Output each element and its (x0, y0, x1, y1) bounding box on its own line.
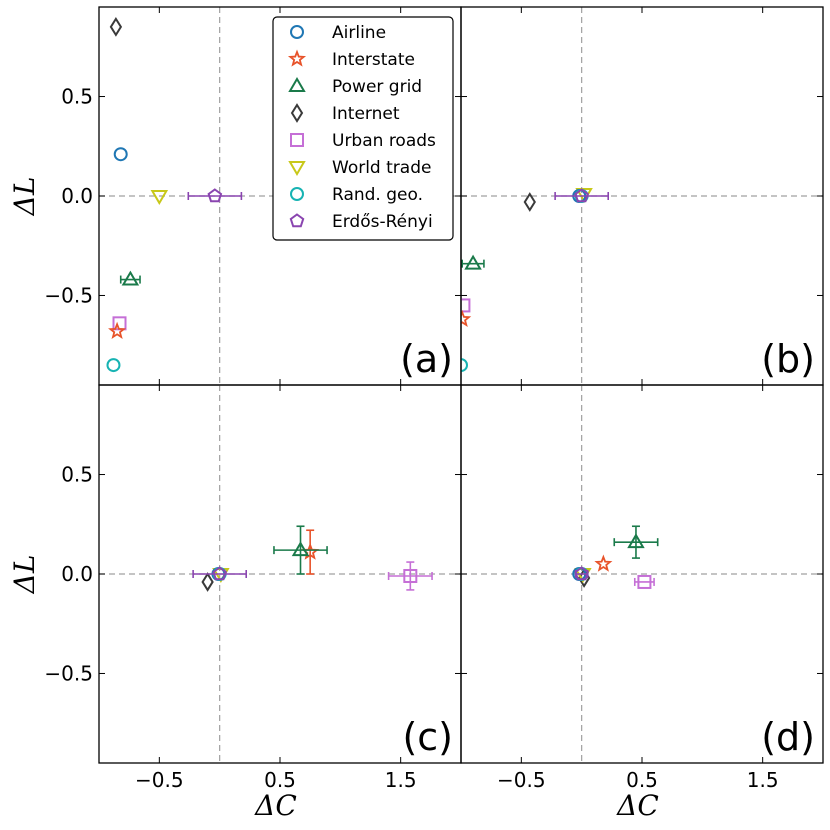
x-tick-label: −0.5 (497, 768, 546, 792)
point-power-grid (613, 525, 659, 559)
point-interstate (108, 321, 127, 339)
point-urban-roads (387, 561, 433, 591)
marker-internet (523, 192, 536, 212)
points (192, 525, 433, 592)
legend-entry-urban-roads: Urban roads (290, 131, 436, 151)
panel-c: (c) −0.5 0.0 0.5 −0.5 0.5 1.5 (44, 384, 462, 792)
legend-entry-world-trade: World trade (288, 158, 431, 178)
marker-erdos-renyi (207, 188, 223, 203)
legend-marker-power-grid (288, 77, 306, 92)
y-tick-label: −0.5 (44, 283, 93, 307)
marker-erdos-renyi (574, 188, 590, 203)
legend-entry-interstate: Interstate (287, 49, 415, 70)
marker-interstate (461, 309, 472, 328)
y-tick-label: −0.5 (44, 661, 93, 685)
point-interstate (461, 309, 472, 328)
marker-rand-geo (106, 358, 121, 373)
x-tick-label: 1.5 (747, 768, 779, 792)
point-urban-roads (633, 574, 655, 589)
marker-urban-roads (403, 568, 418, 583)
panel-d: (d) −0.5 0.5 1.5 (460, 384, 824, 792)
point-power-grid (461, 254, 485, 270)
x-tick-label: −0.5 (135, 768, 184, 792)
y-tick-label: 0.5 (61, 85, 93, 109)
y-tick-label: 0.0 (61, 184, 93, 208)
point-world-trade (150, 190, 169, 205)
legend-entry-erdos-renyi: Erdős-Rényi (289, 212, 433, 232)
legend-label: Airline (332, 23, 386, 43)
x-axis-label: ΔC (616, 789, 659, 822)
points (106, 17, 243, 373)
point-internet (201, 572, 214, 592)
legend-entry-airline: Airline (290, 23, 386, 43)
points (461, 188, 610, 373)
marker-internet (201, 572, 214, 592)
legend-marker-urban-roads (290, 133, 304, 147)
point-urban-roads (461, 298, 471, 313)
point-power-grid (119, 270, 141, 286)
marker-interstate (108, 321, 127, 339)
panel-frame (460, 384, 824, 764)
legend-marker-rand-geo (290, 187, 304, 201)
marker-power-grid (121, 270, 140, 286)
legend-entry-power-grid: Power grid (288, 77, 422, 97)
legend-marker-airline (290, 25, 304, 39)
legend-label: Interstate (332, 50, 415, 70)
x-tick-label: 1.5 (385, 768, 417, 792)
panel-label: (c) (402, 715, 453, 759)
panels-layer: (a)−0.50.00.5(b)(c)−0.50.00.5−0.5 0.5 1.5(… (44, 6, 824, 792)
point-power-grid (273, 525, 328, 575)
point-internet (523, 192, 536, 212)
y-tick-label: 0.5 (61, 463, 93, 487)
point-erdos-renyi (192, 566, 248, 581)
y-axis-label: ΔL (8, 555, 41, 595)
point-rand-geo (106, 358, 121, 373)
legend-label: Power grid (332, 77, 422, 97)
legend-label: Rand. geo. (332, 185, 423, 205)
y-tick-label: 0.0 (61, 562, 93, 586)
panel-label: (b) (761, 337, 815, 381)
x-tick-label: 0.5 (626, 768, 658, 792)
point-interstate (594, 554, 613, 572)
legend-label: Erdős-Rényi (332, 212, 433, 232)
panel-label: (d) (761, 715, 815, 759)
marker-interstate (594, 554, 613, 572)
point-erdos-renyi (187, 188, 243, 203)
marker-urban-roads (461, 298, 471, 313)
panel-label: (a) (400, 337, 453, 381)
legend-label: Internet (332, 104, 400, 124)
marker-power-grid (627, 533, 645, 549)
x-tick-label: 0.5 (264, 768, 296, 792)
marker-world-trade (150, 190, 169, 205)
legend-entry-internet: Internet (290, 103, 400, 124)
legend-marker-interstate (287, 49, 307, 67)
points (572, 525, 659, 589)
marker-rand-geo (461, 358, 468, 373)
axis-labels-layer: ΔL ΔL ΔC ΔC (8, 177, 659, 822)
point-erdos-renyi (574, 566, 590, 581)
legend-label: World trade (332, 158, 431, 178)
legend-marker-erdos-renyi (289, 213, 305, 228)
legend-entry-rand-geo: Rand. geo. (290, 185, 423, 205)
marker-airline (113, 147, 128, 162)
legend-marker-world-trade (288, 161, 306, 176)
marker-urban-roads (637, 574, 652, 589)
point-airline (113, 147, 128, 162)
marker-power-grid (464, 254, 482, 270)
x-axis-label: ΔC (254, 789, 297, 822)
legend-label: Urban roads (332, 131, 436, 151)
marker-erdos-renyi (574, 566, 590, 581)
marker-internet (109, 17, 123, 37)
legend-box (272, 16, 454, 241)
point-internet (109, 17, 123, 37)
marker-erdos-renyi (212, 566, 228, 581)
legend-marker-internet (290, 103, 304, 123)
point-erdos-renyi (554, 188, 610, 203)
legend: Airline Interstate Power grid Internet Urban… (272, 16, 454, 241)
point-rand-geo (461, 358, 468, 373)
marker-power-grid (291, 541, 310, 557)
y-axis-label: ΔL (8, 177, 41, 217)
